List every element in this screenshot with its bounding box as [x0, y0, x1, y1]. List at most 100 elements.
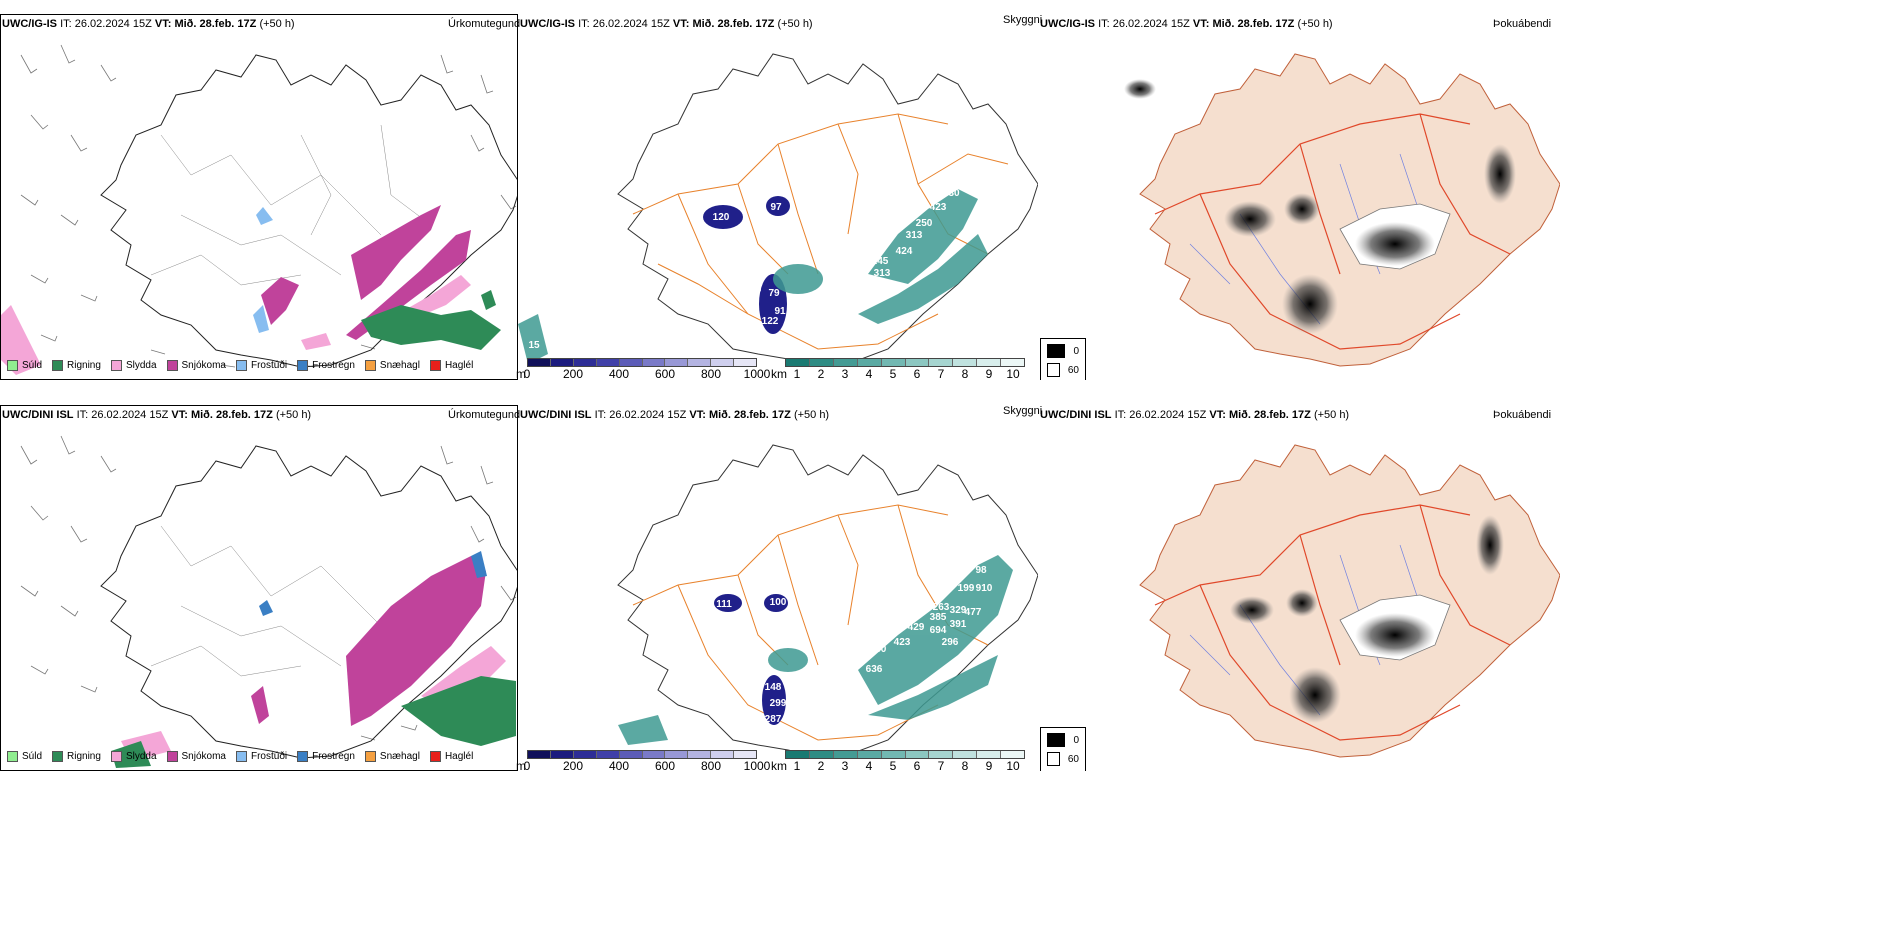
legend-swatch: [235, 360, 247, 371]
colorbar-cell: [528, 751, 551, 758]
fog-legend-1: 0 60: [1040, 338, 1086, 380]
colorbar-cell: [953, 751, 978, 758]
colorbar-unit: m: [516, 759, 526, 773]
colorbar-cell: [528, 359, 551, 366]
visibility-value-label: 416: [866, 282, 883, 293]
legend-label: Slydda: [125, 360, 157, 371]
legend-item: Haglél: [429, 360, 473, 371]
colorbar-tick-label: 0: [523, 367, 531, 381]
low-vis-areas: [518, 189, 988, 364]
legend-item: Snæhagl: [364, 360, 420, 371]
colorbar-cell: [665, 751, 689, 758]
legend-item: Frostregn: [297, 360, 355, 371]
visibility-panel-1: 120 97 193 79 91 122 245 313 424 313 250 423 416 29 30…: [518, 14, 1038, 380]
colorbar-cell: [711, 359, 735, 366]
legend-swatch: [7, 751, 18, 762]
visibility-value-label: 429: [908, 622, 925, 633]
colorbar-tick-label: 5: [889, 759, 897, 773]
visibility-value-label: 299: [770, 698, 787, 709]
colorbar-tick-label: 1000: [743, 759, 771, 773]
colorbar-cell: [977, 359, 1002, 366]
colorbar-cell: [809, 751, 834, 758]
page-title-row2-vis: UWC/DINI ISL IT: 26.02.2024 15Z VT: Mið.…: [520, 409, 830, 421]
panel-type-precip-1: Úrkomutegund: [448, 18, 521, 30]
colorbar-cell: [857, 359, 882, 366]
colorbar-unit: km: [771, 367, 787, 381]
legend-swatch: [52, 360, 64, 371]
legend-label: Frostúði: [250, 360, 288, 371]
colorbar-cell: [550, 359, 574, 366]
visibility-value-label: 636: [866, 664, 883, 675]
visibility-value-label: 287: [765, 714, 782, 725]
legend-label: Snæhagl: [379, 751, 420, 762]
colorbar-cell: [1001, 359, 1025, 366]
colorbar-cell: [642, 359, 666, 366]
visibility-value-label: 910: [976, 583, 993, 594]
coast-detail: [150, 525, 382, 677]
legend-swatch: [166, 751, 178, 762]
colorbar-cell: [857, 751, 882, 758]
colorbar-tick-label: 800: [700, 759, 722, 773]
road-network-red: [1154, 504, 1511, 741]
colorbar-cell: [688, 751, 712, 758]
visibility-value-label: 250: [916, 218, 933, 229]
legend-label: Frostregn: [312, 360, 355, 371]
visibility-value-label: 193: [745, 284, 762, 295]
ceiling-colorbar-1: m 0 200 400 600 800 1000: [516, 358, 770, 381]
rain-areas: [361, 290, 501, 350]
fog-legend-row: 60: [1047, 363, 1079, 377]
colorbar-cell: [619, 751, 643, 758]
colorbar-cell: [929, 359, 954, 366]
snow-areas: [251, 556, 486, 726]
low-vis-areas: [618, 555, 1013, 745]
legend-label: Snjókoma: [181, 751, 226, 762]
legend-swatch: [7, 360, 18, 371]
visibility-value-label: 391: [950, 619, 967, 630]
colorbar-cell: [734, 359, 757, 366]
fog-panel-1: 0 60: [1040, 14, 1560, 380]
visibility-value-label: 477: [965, 607, 982, 618]
colorbar-cell: [573, 751, 597, 758]
fog-panel-2: 0 60: [1040, 405, 1560, 771]
visibility-value-label: 694: [930, 625, 947, 636]
visibility-value-label: 30: [948, 188, 960, 199]
iceland-fog-land: [1139, 444, 1560, 758]
legend-swatch: [297, 751, 309, 762]
page-title-row2-fog: UWC/DINI ISL IT: 26.02.2024 15Z VT: Mið.…: [1040, 409, 1350, 421]
colorbar-tick-label: 400: [608, 759, 630, 773]
legend-label: Frostregn: [312, 751, 355, 762]
visibility-value-label: 29: [950, 178, 962, 189]
colorbar-cell: [573, 359, 597, 366]
legend-item: Súld: [7, 360, 42, 371]
colorbar-cell: [550, 751, 574, 758]
colorbar-cell: [953, 359, 978, 366]
ceiling-colorbar-2: m 0 200 400 600 800 1000: [516, 750, 770, 773]
visibility-value-label: 263: [933, 602, 950, 613]
coast-detail: [150, 124, 432, 286]
colorbar-tick-label: 1: [793, 367, 801, 381]
colorbar-cell: [977, 751, 1002, 758]
visibility-value-label: 79: [768, 288, 780, 299]
legend-item: Snæhagl: [364, 751, 420, 762]
colorbar-cell: [786, 751, 810, 758]
precip-legend: Súld Rigning Slydda Snjókoma Frostúði Frostre…: [7, 751, 473, 762]
colorbar-tick-label: 800: [700, 367, 722, 381]
visibility-value-label: 423: [894, 637, 911, 648]
fog-legend-label: 0: [1073, 345, 1079, 357]
panel-type-visibility-1: Skyggni: [1003, 14, 1043, 26]
visibility-value-label: 131: [756, 619, 773, 630]
colorbar-cell: [1001, 751, 1025, 758]
legend-item: Frostúði: [235, 751, 287, 762]
fog-legend-row: 60: [1047, 752, 1079, 766]
wind-barbs: [20, 435, 517, 741]
precip-type-panel-2: Súld Rigning Slydda Snjókoma Frostúði Frostre…: [0, 405, 518, 771]
panel-type-fog-2: Þokuábendi: [1493, 409, 1552, 421]
legend-swatch: [235, 751, 247, 762]
visibility-colorbar-2: km 1 2 3 4 5 6 7 8 9 10: [771, 750, 1025, 773]
fog-legend-label: 0: [1073, 734, 1079, 746]
colorbar-tick-label: 4: [865, 759, 873, 773]
visibility-value-label: 245: [872, 256, 889, 267]
colorbar-tick-label: 3: [841, 367, 849, 381]
legend-label: Slydda: [125, 751, 157, 762]
